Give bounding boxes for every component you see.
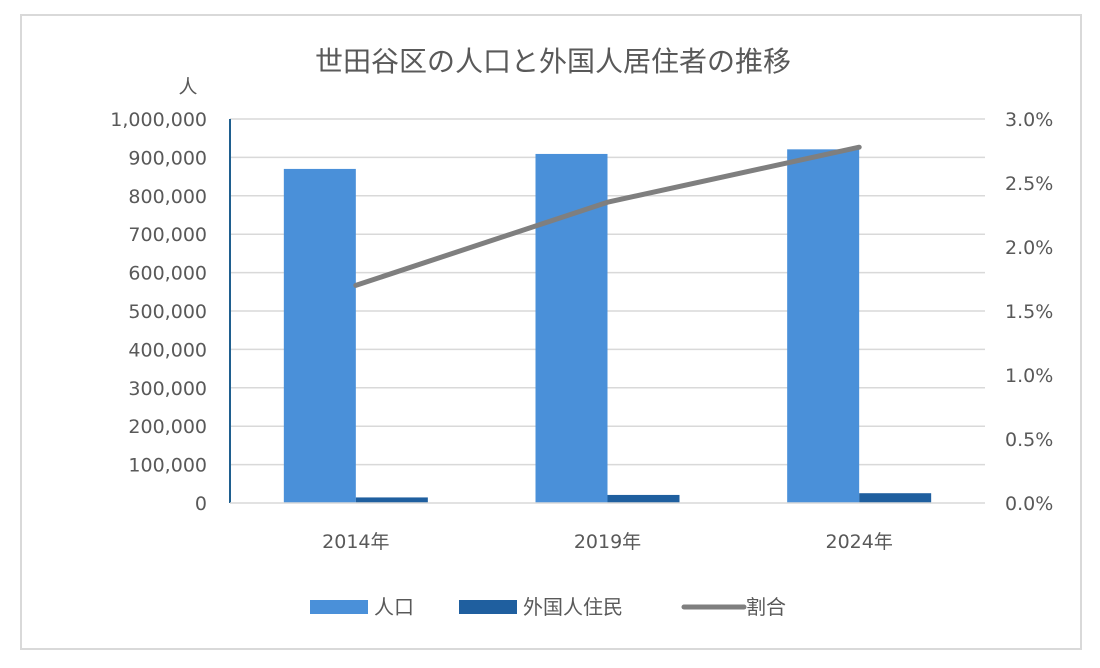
x-tick-label: 2024年 xyxy=(825,531,892,553)
legend-population-label: 人口 xyxy=(374,595,414,619)
ratio-line xyxy=(353,144,862,288)
right-axis-ticks: 0.0% 0.5% 1.0% 1.5% 2.0% 2.5% 3.0% xyxy=(1005,109,1053,515)
x-axis-ticks: 2014年 2019年 2024年 xyxy=(322,531,893,553)
x-tick-label: 2014年 xyxy=(322,531,389,553)
y-axis-unit-label: 人 xyxy=(178,76,197,98)
x-tick-label: 2019年 xyxy=(574,531,641,553)
left-tick-label: 0 xyxy=(195,493,207,515)
legend-foreign-residents-label: 外国人住民 xyxy=(523,595,623,619)
left-tick-label: 200,000 xyxy=(128,416,207,438)
legend-population-swatch xyxy=(310,600,368,614)
right-tick-label: 0.5% xyxy=(1005,429,1053,451)
legend-foreign-residents-swatch xyxy=(459,600,517,614)
left-tick-label: 900,000 xyxy=(128,147,207,169)
legend-ratio-label: 割合 xyxy=(746,595,786,619)
left-tick-label: 600,000 xyxy=(128,263,207,285)
left-tick-label: 400,000 xyxy=(128,339,207,361)
bar-population xyxy=(787,149,860,503)
left-tick-label: 100,000 xyxy=(128,455,207,477)
left-tick-label: 500,000 xyxy=(128,301,207,323)
bar-foreign-residents xyxy=(859,493,932,503)
right-tick-label: 2.0% xyxy=(1005,237,1053,259)
legend: 人口 外国人住民 割合 xyxy=(310,595,786,619)
right-tick-label: 1.5% xyxy=(1005,301,1053,323)
right-tick-label: 2.5% xyxy=(1005,173,1053,195)
left-tick-label: 1,000,000 xyxy=(110,109,207,131)
bar-foreign-residents xyxy=(607,494,680,503)
axes xyxy=(229,119,985,504)
chart-title: 世田谷区の人口と外国人居住者の推移 xyxy=(315,45,791,78)
left-tick-label: 800,000 xyxy=(128,186,207,208)
right-tick-label: 3.0% xyxy=(1005,109,1053,131)
left-tick-label: 300,000 xyxy=(128,378,207,400)
left-tick-label: 700,000 xyxy=(128,224,207,246)
bar-population xyxy=(283,168,356,504)
ratio-line-path xyxy=(353,144,862,288)
bars xyxy=(283,149,932,504)
left-axis-ticks: 0 100,000 200,000 300,000 400,000 500,000 600,… xyxy=(110,109,207,515)
right-tick-label: 0.0% xyxy=(1005,493,1053,515)
right-tick-label: 1.0% xyxy=(1005,365,1053,387)
bar-foreign-residents xyxy=(355,497,428,503)
